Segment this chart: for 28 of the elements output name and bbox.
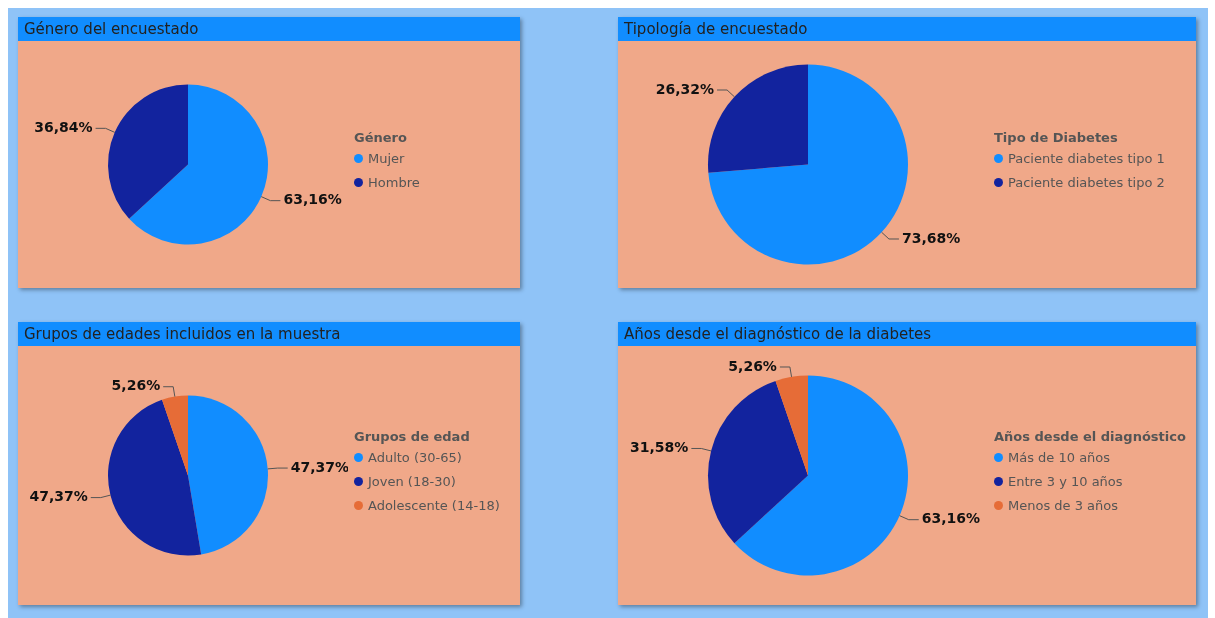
chart-title: Tipología de encuestado — [618, 17, 1196, 41]
data-label: 47,37% — [290, 458, 350, 475]
data-label: 73,68% — [901, 229, 961, 246]
data-label: 5,26% — [728, 357, 777, 374]
legend-label: Paciente diabetes tipo 1 — [1008, 151, 1165, 166]
chart-title: Género del encuestado — [18, 17, 520, 41]
data-label: 63,16% — [921, 510, 981, 527]
chart-title: Años desde el diagnóstico de la diabetes — [618, 322, 1196, 346]
data-label: 36,84% — [34, 118, 93, 135]
legend-label: Adulto (30-65) — [368, 450, 462, 465]
legend-label: Entre 3 y 10 años — [1008, 474, 1123, 489]
data-label: 63,16% — [283, 191, 342, 208]
legend-title: Grupos de edad — [354, 429, 471, 444]
data-label: 5,26% — [111, 377, 161, 394]
legend-label: Joven (18-30) — [368, 474, 456, 489]
legend-label: Menos de 3 años — [1008, 498, 1119, 513]
data-label: 31,58% — [630, 439, 689, 456]
data-label: 26,32% — [655, 80, 715, 97]
legend-title: Tipo de Diabetes — [994, 130, 1119, 145]
legend-label: Más de 10 años — [1008, 450, 1111, 465]
legend-title: Años desde el diagnóstico — [994, 429, 1186, 444]
chart-title: Grupos de edades incluidos en la muestra — [18, 322, 520, 346]
legend-label: Paciente diabetes tipo 2 — [1008, 175, 1165, 190]
legend-label: Adolescente (14-18) — [368, 498, 500, 513]
legend-label: Mujer — [368, 151, 405, 166]
legend-label: Hombre — [368, 175, 420, 190]
data-label: 47,37% — [29, 488, 88, 505]
legend-title: Género — [354, 130, 408, 145]
